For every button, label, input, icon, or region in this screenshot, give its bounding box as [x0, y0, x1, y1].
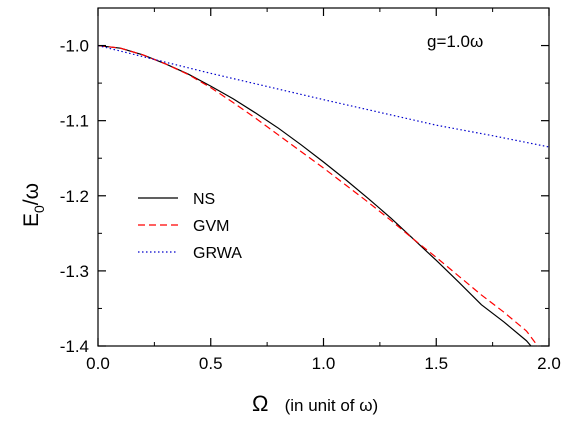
y-axis-label-subscript: 0: [31, 205, 47, 213]
x-axis-label-rest: (in unit of ω): [285, 396, 379, 415]
legend-label-grwa: GRWA: [193, 245, 242, 262]
y-tick-label: -1.3: [60, 262, 89, 281]
y-axis-label-rest: /ω: [20, 183, 43, 205]
y-tick-label: -1.4: [60, 337, 89, 356]
x-tick-label: 0.0: [86, 354, 110, 373]
y-tick-label: -1.2: [60, 187, 89, 206]
x-tick-label: 0.5: [199, 354, 223, 373]
series-line-grwa: [97, 44, 550, 148]
x-tick-label: 2.0: [537, 354, 561, 373]
y-tick-label: -1.0: [60, 37, 89, 56]
ticks-group: 0.0 0.5 1.0 1.5 2.0 -1.0 -1.1 -1.2 -1.3 -1.4: [60, 7, 561, 373]
curves-group: [97, 44, 550, 347]
legend: NS GVM GRWA: [138, 191, 242, 262]
x-axis-label-symbol: Ω: [252, 391, 268, 416]
series-line-gvm: [97, 44, 539, 347]
legend-label-gvm: GVM: [193, 218, 229, 235]
x-tick-label: 1.0: [312, 354, 336, 373]
y-axis-label: E0/ω: [20, 183, 47, 227]
y-tick-label: -1.1: [60, 112, 89, 131]
x-axis-label: Ω (in unit of ω): [252, 391, 378, 416]
legend-label-ns: NS: [193, 191, 215, 208]
annotation-label: g=1.0ω: [427, 32, 483, 51]
series-line-ns: [97, 44, 532, 347]
x-tick-label: 1.5: [424, 354, 448, 373]
y-axis-label-main: E: [20, 213, 43, 227]
